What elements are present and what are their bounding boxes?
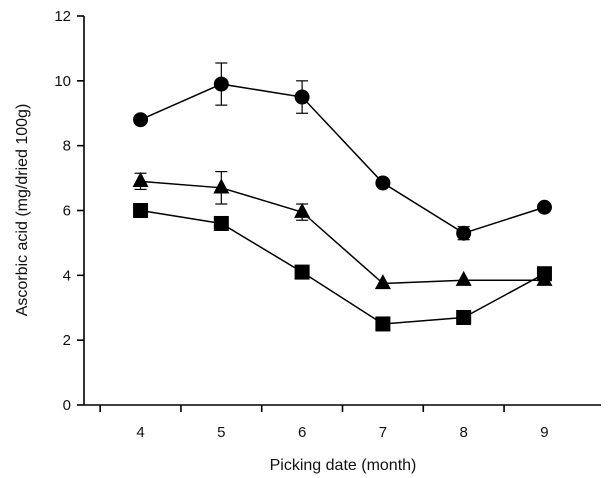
y-tick-label: 10 [54,73,71,90]
y-tick-label: 0 [63,397,71,414]
x-tick-label: 5 [217,424,225,441]
data-point-square [536,266,552,282]
data-point-triangle [213,178,230,194]
data-point-triangle [374,274,391,290]
y-tick-label: 8 [63,138,71,155]
data-point-circle [133,112,149,128]
data-point-triangle [294,202,311,218]
x-tick-label: 4 [136,424,144,441]
series-line [140,83,545,235]
x-tick-label: 7 [379,424,387,441]
y-axis-title: Ascorbic acid (mg/dried 100g) [14,104,31,317]
axes [83,16,601,406]
x-ticks: 4 5 6 7 8 9 [99,405,549,441]
series-line [140,209,545,325]
y-tick-label: 4 [63,267,71,284]
x-tick-label: 6 [298,424,306,441]
data-point-square [213,215,229,231]
series-triangle [132,171,553,290]
data-point-square [456,309,472,325]
data-point-circle [536,199,552,215]
data-point-square [294,264,310,280]
series-square [133,203,552,332]
data-point-square [375,316,391,332]
data-point-circle [213,76,229,92]
y-tick-label: 12 [54,8,71,25]
series-line [140,180,545,285]
data-point-square [133,203,149,218]
y-tick-label: 2 [63,332,71,349]
x-axis-title: Picking date (month) [270,457,417,474]
y-ticks: 0 2 4 6 8 10 12 [54,8,84,414]
data-point-triangle [132,172,149,188]
data-point-circle [375,175,391,191]
x-tick-label: 8 [460,424,468,441]
x-tick-label: 9 [540,424,548,441]
series-layer [132,62,553,332]
data-point-triangle [455,270,472,286]
y-tick-label: 6 [63,203,71,220]
data-point-circle [294,89,310,105]
series-circle [133,62,552,241]
data-point-circle [456,225,472,241]
